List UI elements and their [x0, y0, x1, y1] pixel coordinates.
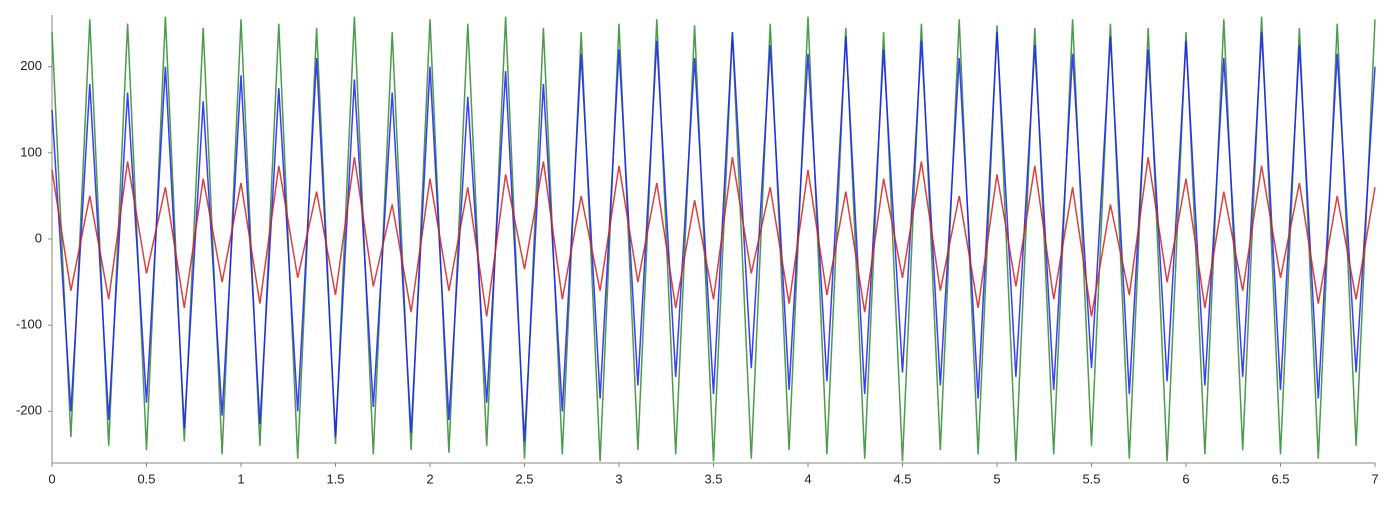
x-tick-label: 4	[804, 471, 811, 486]
x-tick-label: 2	[426, 471, 433, 486]
x-tick-label: 0.5	[137, 471, 155, 486]
series-line	[51, 157, 1376, 317]
y-tick-label: -200	[16, 403, 42, 418]
x-tick-label: 1	[237, 471, 244, 486]
x-tick-label: 0	[48, 471, 55, 486]
x-tick-label: 4.5	[893, 471, 911, 486]
x-tick-label: 3.5	[704, 471, 722, 486]
y-tick-label: 200	[20, 58, 42, 73]
x-tick-label: 7	[1371, 471, 1378, 486]
x-tick-label: 1.5	[326, 471, 344, 486]
series-line	[51, 32, 1376, 442]
x-tick-label: 3	[615, 471, 622, 486]
y-tick-label: 100	[20, 144, 42, 159]
x-tick-label: 6	[1182, 471, 1189, 486]
x-tick-label: 6.5	[1271, 471, 1289, 486]
x-tick-label: 5	[993, 471, 1000, 486]
x-tick-label: 2.5	[515, 471, 533, 486]
y-tick-label: -100	[16, 317, 42, 332]
y-tick-label: 0	[35, 230, 42, 245]
x-tick-label: 5.5	[1082, 471, 1100, 486]
plot-area	[51, 16, 1376, 462]
